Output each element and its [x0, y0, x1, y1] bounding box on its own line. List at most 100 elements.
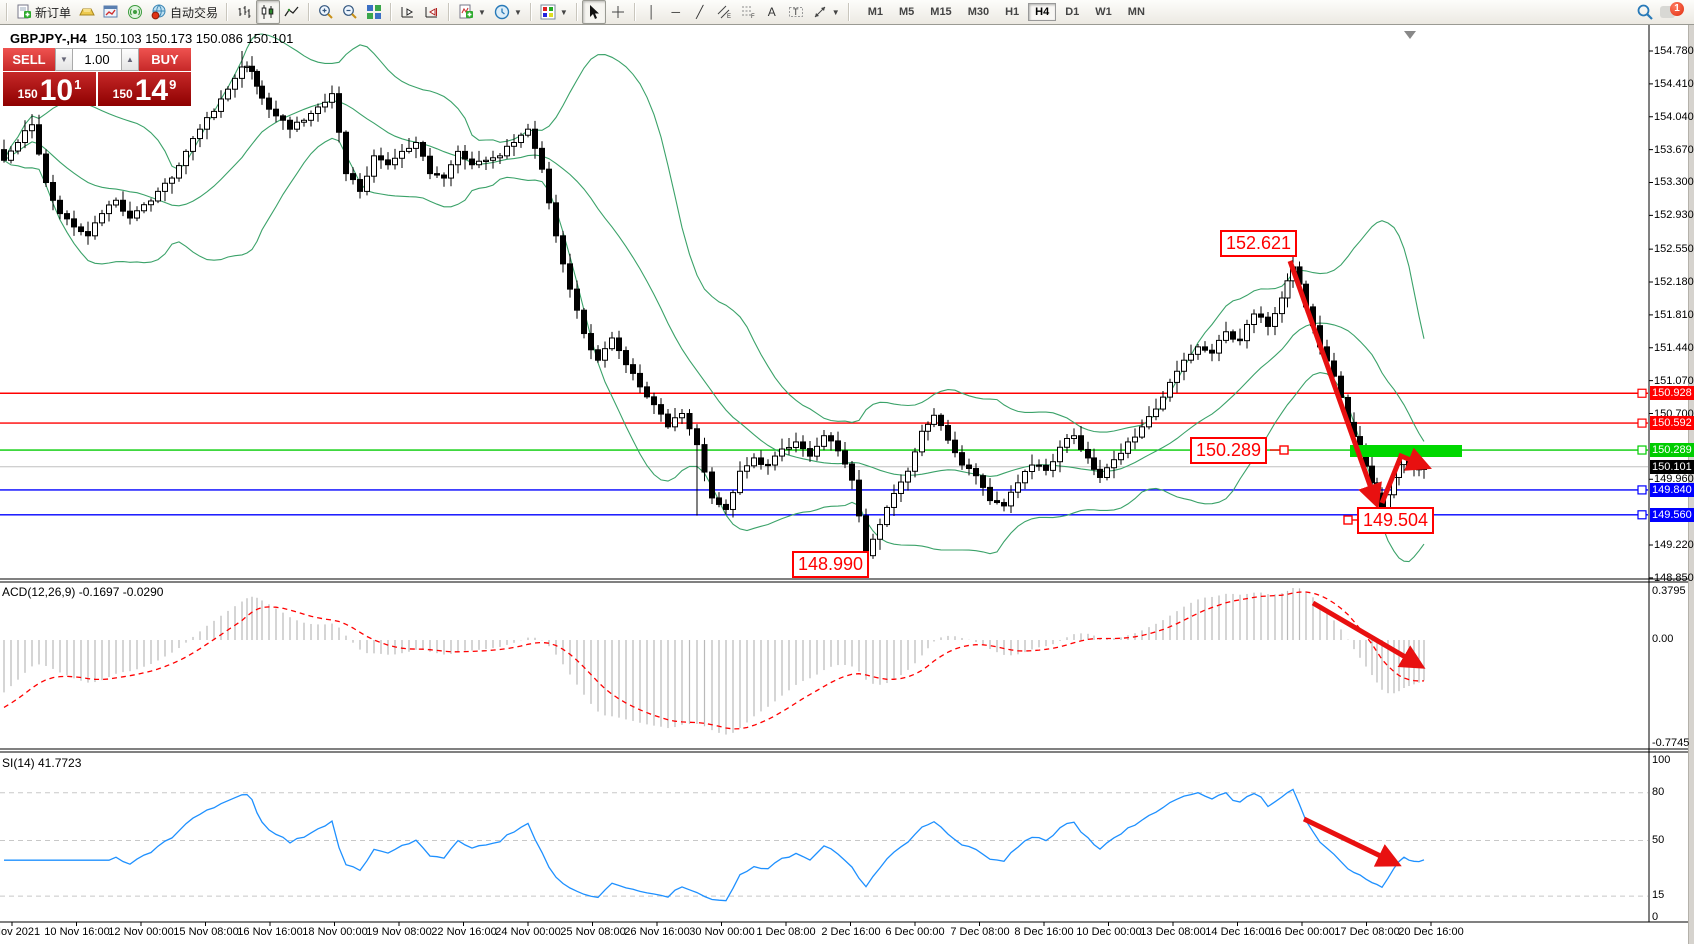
- chart-shift-button[interactable]: [420, 0, 444, 24]
- gold-button[interactable]: [75, 0, 99, 24]
- zoom-in-button[interactable]: [314, 0, 338, 24]
- trend-arrow[interactable]: [1287, 260, 1382, 510]
- candle-body: [553, 202, 559, 237]
- timeframe-m30[interactable]: M30: [967, 6, 990, 18]
- dropdown-caret-icon: ▼: [478, 7, 486, 17]
- timeframe-h1[interactable]: H1: [1005, 6, 1020, 18]
- autotrading-button[interactable]: 自动交易: [147, 0, 222, 24]
- vertical-line-tool[interactable]: │: [640, 0, 664, 24]
- candle-body: [1008, 491, 1014, 507]
- candle-body: [497, 155, 503, 159]
- new-order-button[interactable]: 新订单: [12, 0, 75, 24]
- line-end-marker[interactable]: [1637, 418, 1647, 428]
- fibonacci-tool[interactable]: F: [736, 0, 760, 24]
- volume-increase-button[interactable]: ▲: [121, 48, 139, 71]
- chart-window-button[interactable]: [99, 0, 123, 24]
- buy-price[interactable]: 150 14 9: [98, 72, 191, 106]
- label-icon: T: [788, 7, 803, 17]
- candle-body: [574, 288, 580, 311]
- notification-button[interactable]: 1: [1660, 2, 1684, 22]
- shapes-tool[interactable]: ▼: [808, 0, 844, 24]
- signals-button[interactable]: [123, 0, 147, 24]
- callout-anchor[interactable]: [1279, 445, 1289, 455]
- toolbar-separator: [448, 3, 451, 21]
- timeframe-mn[interactable]: MN: [1127, 6, 1145, 18]
- auto-scroll-button[interactable]: [396, 0, 420, 24]
- price-tick: 153.670: [1654, 144, 1694, 156]
- indicators-button[interactable]: ▼: [454, 0, 490, 24]
- horizontal-line-tool[interactable]: ─: [664, 0, 688, 24]
- macd-axis-label: -0.7745: [1652, 737, 1690, 749]
- line-end-marker[interactable]: [1637, 445, 1647, 455]
- callout-anchor[interactable]: [1343, 515, 1353, 525]
- time-label: 1 Dec 08:00: [756, 926, 816, 938]
- candle-body: [308, 112, 314, 121]
- candle-body: [8, 150, 14, 161]
- cursor-icon: [589, 5, 599, 19]
- candlestick-chart-button[interactable]: [256, 0, 281, 24]
- templates-button[interactable]: ▼: [536, 0, 572, 24]
- channel-tool[interactable]: E: [712, 0, 736, 24]
- trend-arrow[interactable]: [1302, 816, 1402, 867]
- price-callout[interactable]: 149.504: [1357, 507, 1435, 534]
- text-tool[interactable]: A: [760, 0, 784, 24]
- macd-signal-line: [3, 591, 1425, 730]
- autotrading-label: 自动交易: [170, 5, 219, 20]
- candle-body: [686, 413, 693, 430]
- price-callout[interactable]: 148.990: [792, 551, 870, 578]
- period-clock-button[interactable]: ▼: [490, 0, 526, 24]
- timeframe-m1[interactable]: M1: [867, 6, 883, 18]
- candle-body: [518, 134, 524, 144]
- text-label-tool[interactable]: T: [784, 0, 808, 24]
- line-end-marker[interactable]: [1637, 485, 1647, 495]
- candle-body: [29, 124, 35, 132]
- buy-button[interactable]: BUY: [139, 48, 191, 71]
- shapes-icon: [814, 6, 826, 18]
- sell-button[interactable]: SELL: [3, 48, 55, 71]
- candle-body: [15, 142, 21, 152]
- bar-chart-button[interactable]: [232, 0, 256, 24]
- highlight-band[interactable]: [1350, 445, 1462, 457]
- volume-decrease-button[interactable]: ▼: [55, 48, 73, 71]
- bar-chart-icon: [238, 6, 251, 18]
- tile-windows-button[interactable]: [362, 0, 386, 24]
- trendline-tool[interactable]: ╱: [688, 0, 712, 24]
- trend-arrow[interactable]: [1311, 600, 1426, 669]
- candle-body: [1111, 459, 1117, 469]
- price-tick: 152.180: [1654, 276, 1694, 288]
- timeframe-h4[interactable]: H4: [1028, 3, 1057, 21]
- price-callout[interactable]: 152.621: [1220, 230, 1298, 257]
- candle-body: [190, 138, 196, 152]
- line-end-marker[interactable]: [1637, 388, 1647, 398]
- candle-body: [1125, 441, 1131, 454]
- candle-body: [863, 515, 869, 557]
- candle-body: [966, 464, 972, 470]
- macd-axis-label: 0.00: [1652, 633, 1674, 645]
- candle-body: [987, 486, 993, 502]
- timeframe-w1[interactable]: W1: [1095, 6, 1112, 18]
- timeframe-m15[interactable]: M15: [930, 6, 952, 18]
- gold-ingot-icon: [79, 8, 95, 16]
- volume-input[interactable]: 1.00: [73, 48, 121, 71]
- candle-body: [448, 164, 454, 179]
- sell-price-sup: 1: [74, 77, 82, 92]
- toolbar-separator: [308, 3, 311, 21]
- zoom-out-button[interactable]: [338, 0, 362, 24]
- trend-arrow[interactable]: [1379, 447, 1432, 504]
- rsi-axis-label: 80: [1652, 786, 1665, 798]
- timeframe-d1[interactable]: D1: [1065, 6, 1080, 18]
- price-callout[interactable]: 150.289: [1190, 437, 1268, 464]
- line-end-marker[interactable]: [1637, 510, 1647, 520]
- candle-body: [1237, 338, 1243, 342]
- search-icon[interactable]: [1636, 3, 1654, 21]
- timeframe-m5[interactable]: M5: [899, 6, 915, 18]
- candle-body: [1188, 353, 1194, 361]
- sell-price[interactable]: 150 10 1: [3, 72, 96, 106]
- cursor-button[interactable]: [581, 0, 606, 24]
- line-chart-button[interactable]: [280, 0, 304, 24]
- crosshair-button[interactable]: [606, 0, 630, 24]
- chart-shift-marker-icon[interactable]: [1404, 31, 1416, 39]
- candle-body: [1118, 452, 1124, 461]
- candle-body: [842, 450, 848, 465]
